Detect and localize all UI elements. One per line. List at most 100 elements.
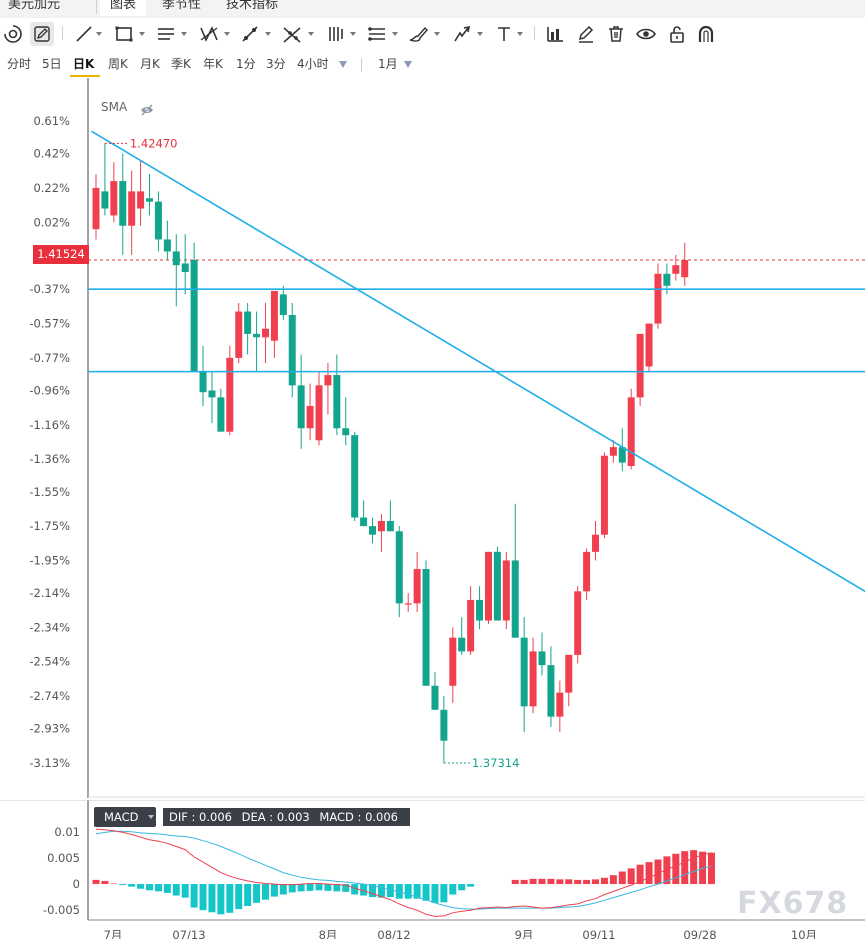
macd-histogram-bar	[163, 884, 171, 893]
macd-histogram-bar	[369, 884, 377, 898]
period-5day[interactable]: 5日	[42, 57, 62, 71]
period-quarterly[interactable]: 季K	[171, 57, 191, 71]
chevron-down-icon[interactable]	[392, 32, 398, 36]
candle-body	[600, 455, 608, 535]
parallel-lines-icon[interactable]	[156, 22, 176, 46]
eye-icon[interactable]	[635, 22, 657, 46]
macd-y-tick-label: -0.005	[43, 903, 80, 917]
chevron-down-icon[interactable]	[308, 32, 314, 36]
candle-body	[199, 371, 207, 393]
text-icon[interactable]	[494, 22, 514, 46]
macd-histogram-bar	[520, 879, 528, 885]
fib-lines-icon[interactable]	[366, 22, 388, 46]
top-tab-bar: 美元加元 图表 季节性 技术指标	[0, 0, 865, 18]
candle-body	[618, 447, 626, 463]
candle-body	[476, 599, 484, 621]
tab-symbol[interactable]: 美元加元	[8, 0, 61, 12]
period-timeshare[interactable]: 分时	[7, 57, 32, 71]
macd-histogram-bar	[413, 884, 421, 899]
macd-histogram-bar	[663, 856, 671, 885]
chevron-down-icon[interactable]	[224, 32, 230, 36]
candle-body	[681, 260, 689, 278]
bars-icon[interactable]	[326, 22, 346, 46]
chevron-down-icon[interactable]	[477, 32, 483, 36]
macd-histogram-bar	[297, 884, 305, 892]
macd-histogram-bar	[92, 879, 100, 885]
eye-off-icon[interactable]	[140, 101, 154, 120]
drawing-toolbar	[0, 18, 865, 50]
range-caret-icon[interactable]	[404, 61, 412, 68]
tab-seasonality[interactable]: 季节性	[162, 0, 202, 12]
chevron-down-icon[interactable]	[350, 32, 356, 36]
macd-histogram-bar	[342, 884, 350, 892]
period-monthly[interactable]: 月K	[140, 57, 160, 71]
chevron-down-icon[interactable]	[434, 32, 440, 36]
period-3min[interactable]: 3分	[266, 57, 286, 71]
magnet-circle-icon[interactable]	[2, 22, 24, 46]
macd-histogram-bar	[431, 884, 439, 903]
chevron-down-icon[interactable]	[139, 32, 145, 36]
macd-histogram-bar	[645, 862, 653, 885]
macd-histogram-bar	[707, 852, 715, 885]
chevron-down-icon[interactable]	[517, 32, 523, 36]
rectangle-icon[interactable]	[114, 22, 134, 46]
chevron-down-icon[interactable]	[148, 815, 154, 819]
macd-histogram-bar	[172, 884, 180, 896]
period-1min[interactable]: 1分	[236, 57, 256, 71]
magnet-icon[interactable]	[696, 22, 716, 46]
y-tick-label: -2.74%	[29, 689, 70, 703]
candle-body	[110, 181, 118, 216]
macd-histogram-bar	[699, 851, 707, 885]
candle-body	[137, 191, 145, 209]
chevron-down-icon[interactable]	[96, 32, 102, 36]
period-yearly[interactable]: 年K	[203, 57, 223, 71]
candle-body	[663, 273, 671, 286]
macd-histogram-bar	[333, 884, 341, 892]
range-selector[interactable]: 1月	[378, 57, 398, 71]
candlestick-chart[interactable]: 0.61% 0.42% 0.22% 0.02% -0.37% -0.57% -0.77% -0…	[0, 78, 865, 798]
fork-icon[interactable]	[282, 22, 304, 46]
candle-body	[458, 637, 466, 652]
macd-histogram-bar	[422, 884, 430, 901]
macd-indicator-selector[interactable]: MACD	[94, 807, 156, 827]
macd-histogram-bar	[137, 884, 145, 889]
edit-icon[interactable]	[576, 22, 596, 46]
indicator-icon[interactable]	[545, 22, 565, 46]
period-4hour[interactable]: 4小时	[297, 57, 329, 71]
macd-histogram-bar	[600, 877, 608, 885]
y-tick-label: -1.55%	[29, 485, 70, 499]
chevron-down-icon[interactable]	[181, 32, 187, 36]
trash-icon[interactable]	[606, 22, 626, 46]
candle-body	[422, 569, 430, 686]
macd-chart[interactable]: 0.01 0.005 0 -0.005 7月 07/13 8月 08/12 9月 09/11 09/…	[0, 800, 865, 939]
candle-body	[315, 385, 323, 441]
tab-indicators[interactable]: 技术指标	[226, 0, 279, 12]
pencil-icon[interactable]	[30, 22, 54, 46]
candle-body	[529, 651, 537, 707]
sma-label[interactable]: SMA	[101, 100, 128, 114]
candle-body	[413, 569, 421, 604]
pattern-icon[interactable]	[198, 22, 220, 46]
arrow-icon[interactable]	[452, 22, 472, 46]
candle-body	[172, 251, 180, 266]
macd-histogram-bar	[565, 879, 573, 885]
period-weekly[interactable]: 周K	[108, 57, 128, 71]
candle-body	[404, 603, 412, 605]
candle-body	[92, 187, 100, 230]
unlock-icon[interactable]	[667, 22, 687, 46]
tab-chart[interactable]: 图表	[100, 0, 147, 16]
line-icon[interactable]	[74, 22, 94, 46]
period-daily[interactable]: 日K	[73, 57, 95, 71]
candle-body	[163, 239, 171, 252]
node-line-icon[interactable]	[240, 22, 260, 46]
chevron-down-icon[interactable]	[265, 32, 271, 36]
macd-dea-value: DEA : 0.003	[241, 810, 310, 824]
macd-histogram-bar	[377, 884, 385, 898]
candle-body	[556, 692, 564, 717]
macd-histogram-bar	[279, 884, 287, 895]
candle-body	[395, 531, 403, 604]
brush-icon[interactable]	[408, 22, 430, 46]
period-more-caret-icon[interactable]	[339, 61, 347, 68]
x-tick-label: 08/12	[377, 928, 410, 939]
